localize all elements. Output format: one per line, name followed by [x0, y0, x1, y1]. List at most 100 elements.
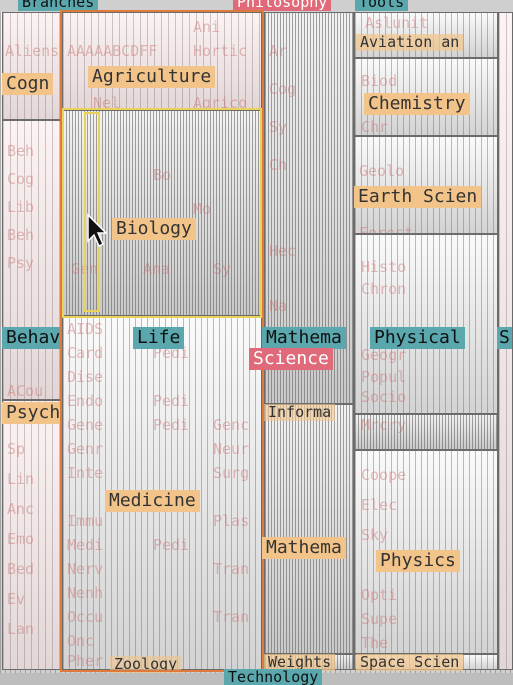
ghost-word: Bo: [153, 166, 172, 184]
ghost-word: Beh: [7, 142, 35, 160]
ghost-word: Anc: [7, 500, 35, 518]
label-mathema-top[interactable]: Mathema: [262, 327, 346, 349]
ghost-word: Lin: [7, 470, 35, 488]
ghost-word: Sp: [7, 440, 26, 458]
label-science[interactable]: Science: [249, 348, 333, 370]
ghost-word: Genc: [213, 416, 250, 434]
cell-psychology[interactable]: Sp Lin Anc Emo Bed Ev Lan: [2, 400, 62, 670]
cell-agriculture[interactable]: AAAAABCDFF Hortic Nel Ani Agrico: [62, 12, 262, 110]
ghost-word: Hortic: [193, 42, 248, 60]
ghost-word: Neur: [213, 440, 250, 458]
cell-earth-science[interactable]: Geolo Forest: [354, 136, 498, 234]
ghost-word: Pedi: [153, 416, 190, 434]
ghost-word: Coope: [361, 466, 407, 484]
ghost-word: Plas: [213, 512, 250, 530]
label-philosophy[interactable]: Philosophy: [233, 0, 332, 11]
ghost-word: Dise: [67, 368, 104, 386]
label-agriculture[interactable]: Agriculture: [88, 66, 216, 88]
cell-mercury[interactable]: Mrcry: [354, 414, 498, 450]
ghost-word: Cog: [269, 80, 297, 98]
ghost-word: Cog: [7, 170, 35, 188]
label-medicine[interactable]: Medicine: [105, 490, 200, 512]
ghost-word: Beh: [7, 226, 35, 244]
label-behav[interactable]: Behav: [2, 327, 65, 349]
ghost-word: Occu: [67, 608, 104, 626]
ghost-word: Psy: [7, 254, 35, 272]
ghost-word: AIDS: [67, 320, 104, 338]
ghost-word: Popul: [361, 368, 407, 386]
ghost-word: Forest: [359, 224, 414, 234]
ghost-word: Opti: [361, 586, 398, 604]
ghost-word: The: [361, 634, 389, 652]
ghost-word: Hec: [269, 242, 297, 260]
cell-geography[interactable]: Geogr Popul Socio Histo Chron: [354, 234, 498, 414]
ghost-word: Pedi: [153, 536, 190, 554]
ghost-word: Pedi: [153, 392, 190, 410]
arrow-cursor: [87, 213, 108, 248]
ghost-word: Mo: [193, 200, 212, 218]
label-cogn[interactable]: Cogn: [2, 73, 54, 95]
ghost-word: Pher: [67, 652, 104, 670]
label-physics[interactable]: Physics: [376, 550, 460, 572]
label-chemistry[interactable]: Chemistry: [364, 93, 470, 115]
label-weights[interactable]: Weights: [264, 654, 336, 671]
label-earth-science[interactable]: Earth Scien: [354, 186, 482, 208]
label-physical[interactable]: Physical: [370, 327, 465, 349]
ghost-word: Na: [269, 297, 288, 315]
ghost-word: Emo: [7, 530, 35, 548]
ghost-word: ACou: [7, 382, 44, 400]
label-psych[interactable]: Psych: [2, 402, 65, 424]
ghost-word: Onc: [67, 632, 95, 650]
ghost-word: Surg: [213, 464, 250, 482]
ghost-word: Chr: [361, 118, 389, 136]
ghost-word: Aliens: [5, 42, 60, 60]
ghost-word: Ana: [143, 260, 171, 278]
ghost-word: Ch: [269, 156, 288, 174]
ghost-word: Sy: [213, 260, 232, 278]
bottom-strip: Technology: [0, 669, 513, 685]
ghost-word: Geogr: [361, 346, 407, 364]
ghost-word: Ani: [193, 18, 221, 36]
ghost-word: Nerv: [67, 560, 104, 578]
cell-cognitive[interactable]: Aliens: [2, 12, 62, 120]
ghost-word: Agrico: [193, 94, 248, 110]
ghost-word: Tran: [213, 560, 250, 578]
cell-biology[interactable]: Bo Ev Mo Gen Ana Sy: [62, 110, 262, 316]
label-informa[interactable]: Informa: [264, 404, 336, 421]
ghost-word: Elec: [361, 496, 398, 514]
ghost-word: Lan: [7, 620, 35, 638]
cell-information[interactable]: [264, 404, 354, 654]
ghost-word: Aslunit: [365, 14, 429, 32]
ghost-word: AAAAABCDFF: [67, 42, 158, 60]
ghost-word: Geolo: [359, 162, 405, 180]
label-life[interactable]: Life: [133, 327, 185, 349]
label-technology[interactable]: Technology: [224, 669, 323, 685]
label-tools[interactable]: Tools: [355, 0, 409, 11]
ghost-word: Histo: [361, 258, 407, 276]
ghost-word: Bed: [7, 560, 35, 578]
label-mathema-bottom[interactable]: Mathema: [262, 537, 346, 559]
cell-medicine[interactable]: AIDS Card Dise Endo Gene Genr Inte Immu …: [62, 316, 262, 670]
ghost-word: Nenh: [67, 584, 104, 602]
ghost-word: Socio: [361, 388, 407, 406]
label-aviation[interactable]: Aviation an: [356, 34, 464, 51]
label-s-right[interactable]: S: [497, 327, 512, 349]
label-branches[interactable]: Branches: [18, 0, 99, 11]
ghost-word: Genr: [67, 440, 104, 458]
ghost-word: Nel: [93, 94, 121, 110]
label-zoology[interactable]: Zoology: [110, 656, 182, 673]
ghost-word: Mrcry: [361, 416, 407, 434]
ghost-word: Biod: [361, 72, 398, 90]
ghost-word: Tran: [213, 608, 250, 626]
label-biology[interactable]: Biology: [112, 218, 196, 240]
ghost-word: Card: [67, 344, 104, 362]
ghost-word: Immu: [67, 512, 104, 530]
ghost-word: Lib: [7, 198, 35, 216]
ghost-word: Gen: [71, 260, 99, 278]
ghost-word: Gene: [67, 416, 104, 434]
ghost-word: Chron: [361, 280, 407, 298]
top-strip: Branches Philosophy Tools: [0, 0, 513, 12]
cell-behavioral[interactable]: Beh Cog Lib Beh Psy ACou: [2, 120, 62, 400]
label-space-science[interactable]: Space Scien: [356, 654, 464, 671]
